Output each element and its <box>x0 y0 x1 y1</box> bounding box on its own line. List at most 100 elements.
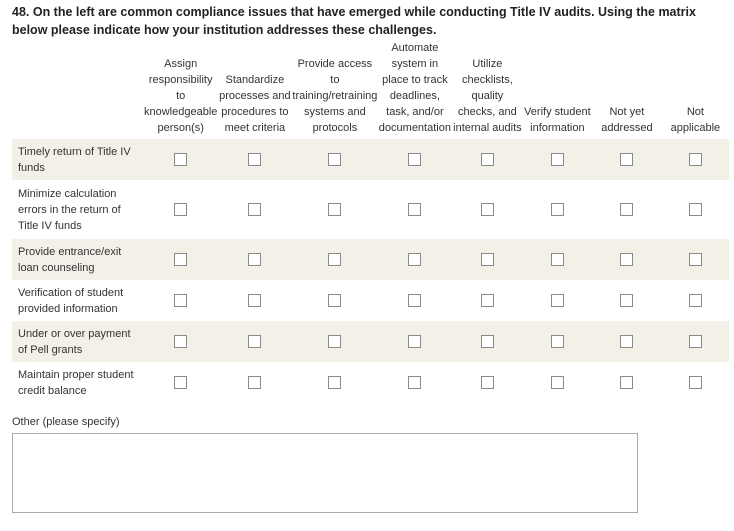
column-header: Not yet addressed <box>601 106 653 134</box>
matrix-row: Under or over payment of Pell grants <box>12 321 730 362</box>
checkbox-cell <box>217 180 292 239</box>
checkbox[interactable] <box>408 253 422 267</box>
checkbox[interactable] <box>248 153 262 167</box>
checkbox[interactable] <box>550 203 564 217</box>
checkbox-cell <box>217 139 293 180</box>
checkbox-cell <box>217 280 292 321</box>
checkbox[interactable] <box>550 253 564 267</box>
checkbox[interactable] <box>688 253 702 267</box>
row-label: Minimize calculation errors in the retur… <box>18 187 121 232</box>
checkbox-cell <box>217 321 293 362</box>
checkbox[interactable] <box>328 294 342 308</box>
other-textarea[interactable] <box>12 433 638 513</box>
checkbox[interactable] <box>480 203 494 217</box>
checkbox-cell <box>377 321 453 362</box>
checkbox[interactable] <box>248 376 262 390</box>
checkbox-cell <box>661 180 729 239</box>
checkbox-cell <box>377 239 453 280</box>
checkbox-cell <box>377 362 452 403</box>
checkbox[interactable] <box>174 153 188 167</box>
matrix-body: Timely return of Title IV funds Minimize … <box>12 139 730 403</box>
checkbox-cell <box>292 321 378 362</box>
checkbox[interactable] <box>248 294 262 308</box>
checkbox[interactable] <box>550 153 564 167</box>
checkbox-cell <box>592 280 661 321</box>
checkbox-cell <box>522 280 592 321</box>
matrix-row: Maintain proper student credit balance <box>12 362 729 403</box>
corner <box>12 40 144 139</box>
checkbox[interactable] <box>480 153 494 167</box>
checkbox-cell <box>452 180 522 239</box>
checkbox[interactable] <box>328 335 342 349</box>
checkbox[interactable] <box>620 203 634 217</box>
checkbox-cell <box>522 321 593 362</box>
checkbox[interactable] <box>408 203 422 217</box>
checkbox[interactable] <box>480 253 494 267</box>
checkbox-cell <box>292 280 377 321</box>
checkbox[interactable] <box>248 253 262 267</box>
matrix-row: Minimize calculation errors in the retur… <box>12 180 729 239</box>
checkbox[interactable] <box>550 335 564 349</box>
checkbox[interactable] <box>688 203 702 217</box>
checkbox[interactable] <box>480 294 494 308</box>
checkbox[interactable] <box>688 376 702 390</box>
checkbox[interactable] <box>480 376 494 390</box>
checkbox-cell <box>377 139 453 180</box>
checkbox-cell <box>452 321 523 362</box>
row-label: Provide entrance/exit loan counseling <box>12 239 144 280</box>
checkbox[interactable] <box>620 253 634 267</box>
checkbox[interactable] <box>248 335 262 349</box>
checkbox[interactable] <box>174 203 188 217</box>
checkbox[interactable] <box>174 294 188 308</box>
checkbox-cell <box>452 362 522 403</box>
column-header: Utilize checklists, quality checks, and … <box>453 58 522 134</box>
checkbox[interactable] <box>408 153 422 167</box>
column-header: Automate system in place to track deadli… <box>378 42 451 134</box>
checkbox[interactable] <box>328 253 342 267</box>
checkbox[interactable] <box>408 294 422 308</box>
checkbox[interactable] <box>620 153 634 167</box>
question-title: 48. On the left are common compliance is… <box>12 5 696 37</box>
checkbox-cell <box>292 139 378 180</box>
checkbox[interactable] <box>620 294 634 308</box>
other-label: Other (please specify) <box>12 416 120 428</box>
column-header: Standardize processes and procedures to … <box>219 74 291 134</box>
checkbox-cell <box>144 139 218 180</box>
checkbox[interactable] <box>408 335 422 349</box>
checkbox[interactable] <box>408 376 422 390</box>
checkbox-cell <box>144 239 218 280</box>
checkbox[interactable] <box>174 376 188 390</box>
checkbox[interactable] <box>328 153 342 167</box>
checkbox[interactable] <box>174 253 188 267</box>
checkbox-cell <box>522 362 592 403</box>
checkbox-cell <box>292 239 378 280</box>
row-label: Maintain proper student credit balance <box>18 368 134 397</box>
checkbox[interactable] <box>328 203 342 217</box>
checkbox-cell <box>592 321 662 362</box>
matrix: Assign responsibility to knowledgeable p… <box>12 40 730 403</box>
checkbox[interactable] <box>620 335 634 349</box>
checkbox[interactable] <box>480 335 494 349</box>
checkbox[interactable] <box>328 376 342 390</box>
checkbox-cell <box>292 362 377 403</box>
checkbox-cell <box>377 280 452 321</box>
checkbox[interactable] <box>550 294 564 308</box>
checkbox[interactable] <box>620 376 634 390</box>
checkbox-cell <box>592 180 661 239</box>
checkbox[interactable] <box>688 294 702 308</box>
checkbox-cell <box>452 239 523 280</box>
column-header: Verify student information <box>524 106 591 134</box>
checkbox-cell <box>377 180 452 239</box>
checkbox[interactable] <box>174 335 188 349</box>
checkbox-cell <box>452 139 523 180</box>
checkbox[interactable] <box>248 203 262 217</box>
checkbox-cell <box>661 280 729 321</box>
column-header: Not applicable <box>670 106 721 134</box>
checkbox[interactable] <box>688 153 702 167</box>
header-row: Assign responsibility to knowledgeable p… <box>12 40 729 139</box>
checkbox-cell <box>661 239 730 280</box>
checkbox[interactable] <box>550 376 564 390</box>
matrix-row: Provide entrance/exit loan counseling <box>12 239 730 280</box>
checkbox[interactable] <box>688 335 702 349</box>
